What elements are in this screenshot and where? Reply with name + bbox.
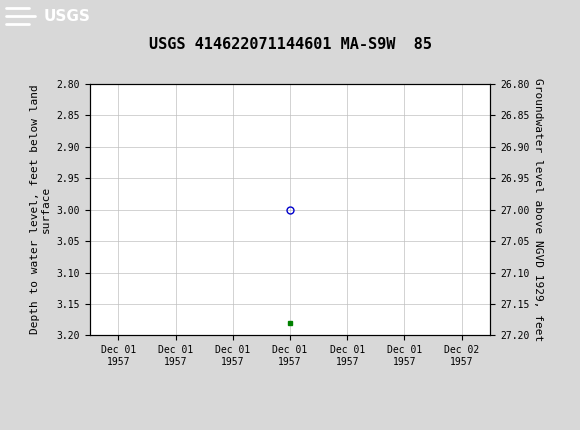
Text: USGS 414622071144601 MA-S9W  85: USGS 414622071144601 MA-S9W 85 [148, 37, 432, 52]
Y-axis label: Groundwater level above NGVD 1929, feet: Groundwater level above NGVD 1929, feet [533, 78, 543, 341]
Text: USGS: USGS [44, 9, 90, 24]
Y-axis label: Depth to water level, feet below land
surface: Depth to water level, feet below land su… [30, 85, 51, 335]
